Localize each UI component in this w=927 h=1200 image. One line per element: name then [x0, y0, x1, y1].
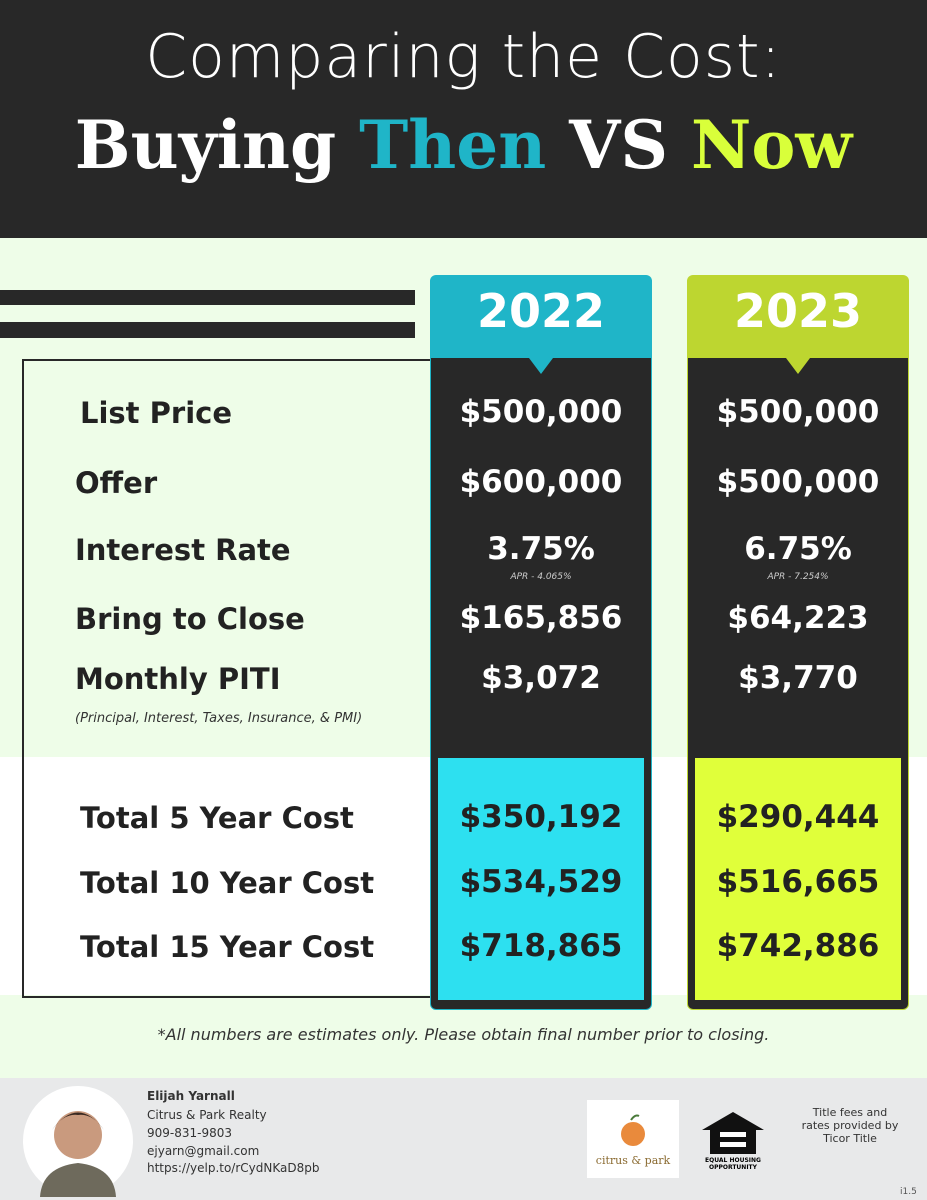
title-word: Then	[359, 106, 547, 184]
row-value: 3.75%	[487, 531, 595, 567]
logo-text: citrus & park	[595, 1154, 671, 1167]
column-header	[430, 275, 652, 358]
total-label: Total 10 Year Cost	[80, 866, 375, 900]
row-note: APR - 4.065%	[510, 572, 572, 582]
version: i1.5	[900, 1187, 917, 1197]
credit-line: rates provided by	[801, 1119, 899, 1132]
agent-photo	[23, 1086, 133, 1197]
total-value: $742,886	[716, 928, 880, 964]
row-value: $64,223	[727, 600, 869, 636]
agent-phone: 909-831-9803	[147, 1126, 233, 1140]
disclaimer: *All numbers are estimates only. Please …	[157, 1025, 770, 1044]
agent-name: Elijah Yarnall	[147, 1089, 235, 1103]
total-label: Total 5 Year Cost	[80, 801, 354, 835]
title-word: VS	[569, 106, 669, 184]
column-pointer	[529, 358, 553, 374]
agent-company: Citrus & Park Realty	[147, 1108, 267, 1122]
agent-url[interactable]: https://yelp.to/rCydNKaD8pb	[147, 1161, 320, 1175]
row-value: $165,856	[459, 600, 623, 636]
row-value: 6.75%	[744, 531, 852, 567]
stripe	[0, 322, 415, 338]
column-header	[687, 275, 909, 358]
row-value: $500,000	[459, 394, 623, 430]
row-label: Monthly PITI	[75, 662, 281, 696]
totals-panel	[695, 758, 901, 1000]
row-label: Bring to Close	[75, 602, 305, 636]
header	[0, 0, 927, 238]
footer	[0, 1078, 927, 1200]
totals-panel	[438, 758, 644, 1000]
total-value: $718,865	[459, 928, 623, 964]
row-label: List Price	[80, 396, 232, 430]
eho-icon	[702, 1112, 764, 1154]
logo: citrus & park	[587, 1100, 679, 1178]
eho-line: EQUAL HOUSING	[705, 1157, 761, 1164]
eho-text: EQUAL HOUSING OPPORTUNITY	[690, 1157, 776, 1171]
row-label: Interest Rate	[75, 533, 291, 567]
logo-icon	[621, 1114, 645, 1146]
agent-email: ejyarn@gmail.com	[147, 1144, 260, 1158]
row-value: $3,770	[738, 660, 858, 696]
title-word: Buying	[74, 106, 337, 184]
total-value: $350,192	[459, 799, 623, 835]
table-frame	[22, 359, 444, 998]
column-pointer	[786, 358, 810, 374]
row-label: Offer	[75, 466, 158, 500]
credit-line: Title fees and	[812, 1106, 888, 1119]
total-label: Total 15 Year Cost	[80, 930, 375, 964]
credit-line: Ticor Title	[823, 1132, 877, 1145]
row-value: $500,000	[716, 464, 880, 500]
stripe	[0, 290, 415, 305]
row-value: $500,000	[716, 394, 880, 430]
total-value: $516,665	[716, 864, 880, 900]
column-year: 2023	[733, 284, 863, 338]
row-value: $3,072	[481, 660, 601, 696]
title-word: Now	[691, 106, 853, 184]
eho-line: OPPORTUNITY	[708, 1164, 757, 1171]
row-note: APR - 7.254%	[767, 572, 829, 582]
title-line2: Buying Then VS Now	[0, 106, 927, 184]
credit: Title fees and rates provided by Ticor T…	[790, 1106, 910, 1145]
title-line1: Comparing the Cost:	[145, 22, 782, 92]
column-year: 2022	[476, 284, 606, 338]
piti-note: (Principal, Interest, Taxes, Insurance, …	[75, 711, 363, 726]
row-value: $600,000	[459, 464, 623, 500]
total-value: $534,529	[459, 864, 623, 900]
total-value: $290,444	[716, 799, 880, 835]
